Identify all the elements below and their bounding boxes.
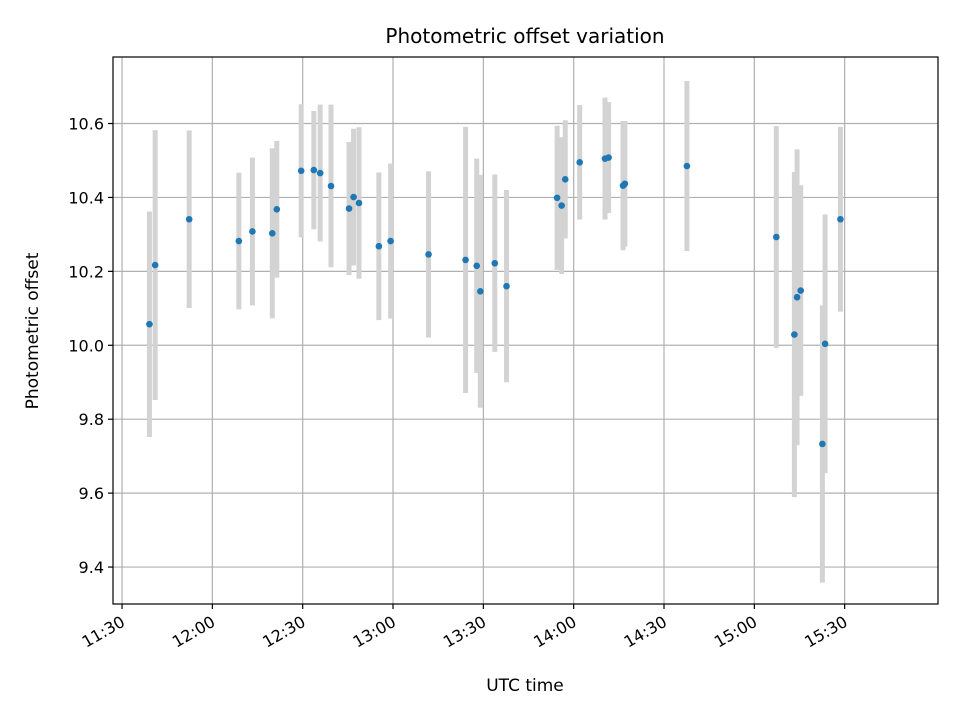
data-point [297,167,305,175]
data-point [387,237,394,245]
y-tick-label: 10.2 [68,262,104,281]
data-point [477,288,484,295]
data-point [345,205,353,212]
data-point [273,205,281,213]
data-point [316,169,324,177]
x-axis-title: UTC time [486,676,564,696]
data-point [821,340,829,348]
data-point [773,233,780,241]
data-point [605,154,612,161]
data-point [793,293,801,301]
data-point [576,159,583,166]
y-tick-label: 10.6 [68,115,104,134]
y-tick-label: 10.4 [68,188,104,207]
data-point [375,242,383,250]
data-point [819,440,826,448]
data-point [791,331,798,338]
data-point [462,256,469,264]
data-point [683,162,691,170]
y-tick-label: 9.6 [79,484,104,503]
data-point [503,282,510,290]
data-point [146,320,153,328]
data-point [797,287,805,294]
plot-frame [112,56,939,605]
data-point [235,237,243,245]
data-point [491,259,499,267]
data-point [185,215,193,223]
y-tick-label: 9.8 [79,410,104,429]
data-point [350,193,357,201]
y-axis-ticks: 9.4 9.6 9.8 10.0 10.2 10.4 10.6 [68,115,113,577]
data-point [553,194,561,202]
data-point [151,261,159,269]
y-axis-title: Photometric offset [23,252,43,409]
data-point [425,251,432,258]
data-point [621,180,629,188]
data-point [473,262,481,270]
data-point [268,229,276,237]
data-point [249,228,256,235]
data-point [558,202,565,209]
chart-title: Photometric offset variation [385,24,664,48]
data-point [561,176,569,183]
data-point [310,166,318,174]
data-point [327,182,335,190]
y-tick-label: 10.0 [68,336,104,355]
data-point [837,215,844,223]
data-points [146,154,844,448]
y-tick-label: 9.4 [79,558,104,577]
data-point [355,199,363,207]
